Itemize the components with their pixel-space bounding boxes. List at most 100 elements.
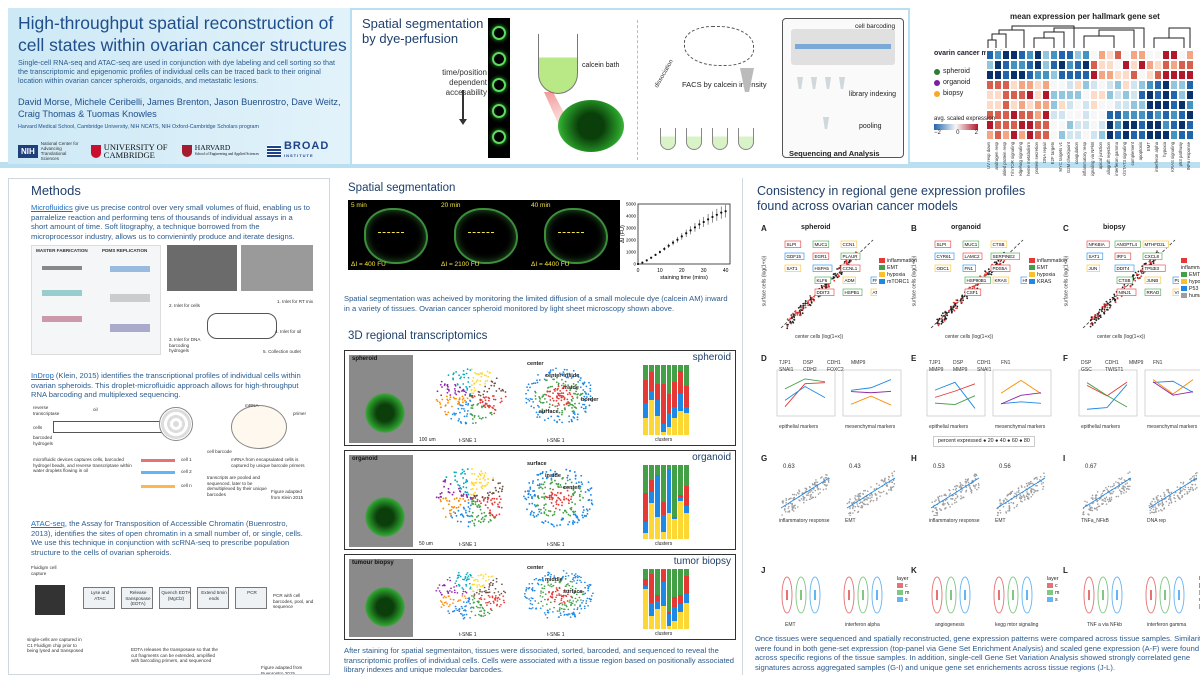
- tsne-point: [482, 404, 485, 407]
- cell-point: [1101, 492, 1104, 495]
- indrop-link[interactable]: InDrop: [31, 371, 54, 380]
- cell-point: [808, 498, 811, 501]
- region-annotation: surface: [539, 409, 559, 415]
- heatmap-cell: [1186, 50, 1194, 60]
- heatmap-cell: [1130, 120, 1138, 130]
- tsne-point: [435, 398, 438, 401]
- atac-seq-link[interactable]: ATAC-seq: [31, 519, 65, 528]
- tsne-point: [481, 591, 483, 593]
- tsne-point: [583, 403, 586, 406]
- tsne-point: [483, 511, 486, 514]
- gene-label-box: [1144, 276, 1162, 284]
- stack-segment: [654, 465, 660, 475]
- tsne-point: [582, 407, 585, 410]
- tsne-point: [490, 499, 492, 502]
- harvard-text: HARVARD School of Engineering and Applied…: [194, 143, 259, 156]
- heatmap-cell: [986, 60, 994, 70]
- tsne-point: [466, 387, 469, 390]
- tsne-point: [589, 384, 592, 387]
- tsne-point: [465, 585, 468, 587]
- cell-point: [1155, 498, 1158, 500]
- cell-point: [1191, 475, 1194, 478]
- atac-step: Lyse and ATAC: [83, 587, 115, 609]
- cell-point: [939, 508, 941, 510]
- tube-icon: [825, 77, 831, 89]
- gene-label: CCN1: [843, 242, 856, 247]
- tsne-point: [451, 505, 453, 508]
- violin-xlabel: TNF a via NFkb: [1087, 622, 1123, 628]
- tsne-point: [567, 384, 569, 387]
- tsne-point: [475, 481, 478, 484]
- tsne-point: [464, 422, 467, 425]
- tsne-point: [556, 405, 559, 407]
- tsne-point: [525, 401, 528, 404]
- cell-point: [826, 474, 828, 476]
- violin-shape: [1159, 576, 1171, 614]
- tsne-point: [569, 393, 572, 396]
- tsne-point: [555, 501, 557, 503]
- cell-point: [1010, 491, 1012, 494]
- tsne-point: [531, 603, 534, 606]
- heatmap-cell: [1002, 70, 1010, 80]
- violin-xlabel: EMT: [785, 622, 796, 628]
- heatmap-cell: [1162, 60, 1170, 70]
- heatmap-cell: [1130, 50, 1138, 60]
- heatmap-cell: [1146, 50, 1154, 60]
- tsne-point: [532, 490, 534, 492]
- tsne-point: [573, 608, 576, 610]
- tsne-point: [562, 486, 565, 489]
- tsne-point: [525, 392, 527, 395]
- cell-point: [1091, 502, 1093, 505]
- tsne-point: [554, 405, 557, 408]
- tsne-point: [481, 472, 484, 475]
- gene-point: [940, 314, 943, 317]
- cell-point: [1033, 491, 1035, 494]
- tsne-point: [560, 597, 563, 600]
- gene-point: [1101, 310, 1103, 313]
- tsne-point: [534, 395, 537, 397]
- marker-gene-label: CDH1: [1105, 360, 1119, 366]
- cell-point: [1005, 511, 1007, 513]
- tsne-point: [471, 394, 474, 397]
- cell-point: [1152, 511, 1155, 514]
- cell-point: [1020, 500, 1022, 502]
- tsne-point: [494, 486, 497, 489]
- tsne-point: [453, 586, 455, 588]
- gene-point: [802, 307, 805, 309]
- tsne-point: [482, 577, 484, 580]
- tsne-point: [462, 590, 465, 593]
- tsne-point: [484, 382, 486, 385]
- tsne-point: [503, 601, 506, 604]
- heatmap-cell: [1034, 50, 1042, 60]
- tsne-point: [546, 379, 548, 381]
- tsne-point: [494, 599, 497, 601]
- tsne-point: [479, 585, 482, 588]
- cell-point: [1178, 497, 1181, 500]
- gene-point: [1113, 298, 1116, 300]
- cell-point: [1108, 498, 1111, 500]
- tsne-point: [554, 479, 556, 482]
- violin-shape: [1173, 576, 1185, 614]
- gene-point: [1091, 323, 1094, 325]
- tsne-point: [504, 395, 507, 398]
- tsne-point: [491, 503, 494, 506]
- gene-point: [990, 273, 993, 276]
- gene-point: [936, 318, 939, 321]
- violin-box: [1150, 590, 1152, 600]
- tsne-point: [470, 493, 473, 496]
- tsne-point: [476, 515, 478, 518]
- gene-label-box: [964, 288, 982, 296]
- poster-header: High-throughput spatial reconstruction o…: [0, 0, 1200, 176]
- tsne-point: [486, 370, 489, 373]
- tsne-point: [565, 376, 568, 379]
- microfluidics-link[interactable]: Microfluidics: [31, 203, 73, 212]
- cell-point: [1008, 507, 1011, 509]
- gene-point: [1094, 314, 1096, 317]
- gene-label-box: [870, 276, 877, 284]
- tsne-point: [484, 380, 487, 383]
- tsne-point: [496, 498, 498, 500]
- tsne-point: [494, 596, 497, 599]
- tsne-point: [543, 410, 546, 412]
- heatmap-cell: [1082, 80, 1090, 90]
